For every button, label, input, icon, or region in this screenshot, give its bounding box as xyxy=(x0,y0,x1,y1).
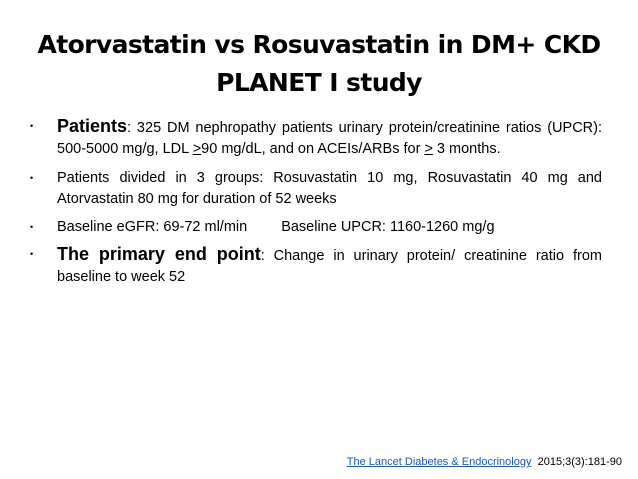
citation-reference: 2015;3(3):181-90 xyxy=(537,456,622,468)
bullet-patients: • Patients: 325 DM nephropathy patients u… xyxy=(30,116,602,160)
slide-title: Atorvastatin vs Rosuvastatin in DM+ CKD … xyxy=(30,26,608,102)
endpoint-lead: The primary end point xyxy=(57,244,261,264)
title-line-1: Atorvastatin vs Rosuvastatin in DM+ CKD xyxy=(37,30,602,59)
bullet-groups: • Patients divided in 3 groups: Rosuvasta… xyxy=(30,168,602,210)
patients-gte-symbol-1: > xyxy=(192,141,202,157)
baseline-upcr: Baseline UPCR: 1160-1260 mg/g xyxy=(281,219,495,235)
patients-text-c: 3 months. xyxy=(432,141,501,157)
patients-lead: Patients xyxy=(57,116,128,136)
bullet-marker: • xyxy=(30,121,34,131)
patients-text-a: : 325 DM nephropathy patients urinary pr… xyxy=(57,120,602,157)
bullet-marker: • xyxy=(30,173,34,183)
citation-journal-link[interactable]: The Lancet Diabetes & Endocrinology xyxy=(346,456,532,468)
patients-gte-symbol-2: > xyxy=(424,141,433,157)
endpoint-text: : Change in urinary protein/ creatinine … xyxy=(57,248,602,285)
baseline-egfr: Baseline eGFR: 69-72 ml/min xyxy=(57,219,248,235)
bullet-marker: • xyxy=(30,249,34,259)
groups-text: Patients divided in 3 groups: Rosuvastat… xyxy=(57,170,602,207)
bullet-baseline: • Baseline eGFR: 69-72 ml/min Baseline UPC… xyxy=(30,217,602,238)
bullet-endpoint: • The primary end point: Change in urinar… xyxy=(30,244,602,288)
title-line-2: PLANET I study xyxy=(216,68,422,97)
patients-text-b: 90 mg/dL, and on ACEIs/ARBs for xyxy=(201,141,425,157)
citation: The Lancet Diabetes & Endocrinology 2015… xyxy=(347,455,622,469)
bullet-marker: • xyxy=(30,222,34,232)
bullet-list: • Patients: 325 DM nephropathy patients u… xyxy=(30,116,602,295)
